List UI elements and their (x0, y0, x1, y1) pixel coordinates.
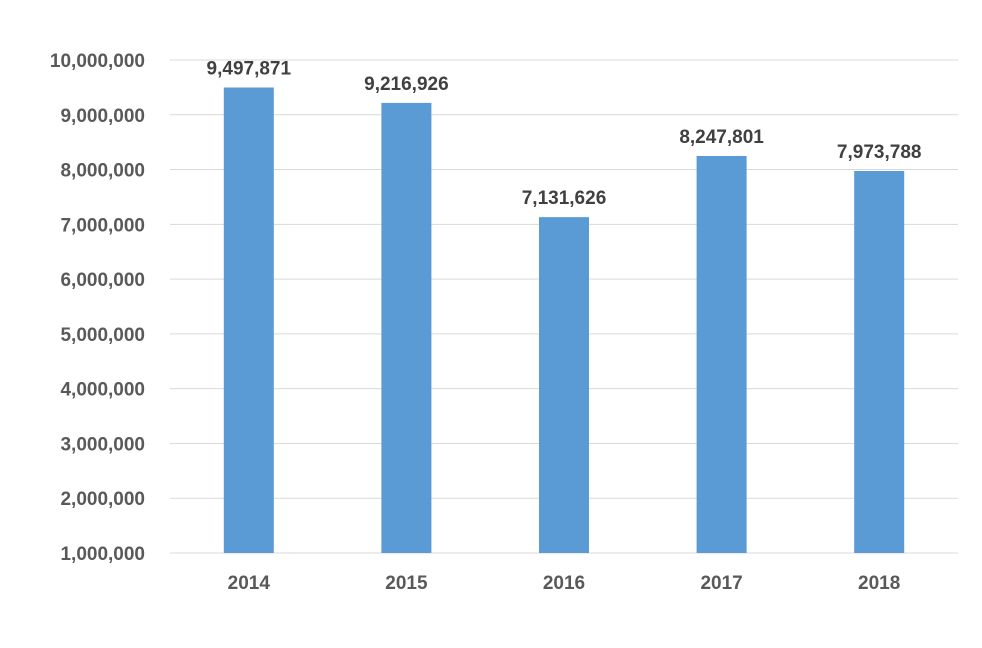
data-label: 8,247,801 (679, 127, 764, 148)
y-tick-label: 3,000,000 (60, 434, 145, 455)
data-labels: 9,497,871 9,216,926 7,131,626 8,247,801 7,97… (207, 59, 922, 210)
bars (223, 87, 905, 554)
x-axis-tick-labels: 2014 2015 2016 2017 2018 (228, 573, 901, 594)
y-tick-label: 7,000,000 (60, 215, 145, 236)
x-tick-label: 2016 (543, 573, 585, 594)
x-tick-label: 2018 (858, 573, 900, 594)
y-tick-label: 5,000,000 (60, 325, 145, 346)
data-label: 7,131,626 (522, 188, 607, 209)
y-tick-label: 2,000,000 (60, 489, 145, 510)
data-label: 7,973,788 (837, 142, 922, 163)
x-tick-label: 2015 (385, 573, 428, 594)
y-tick-label: 6,000,000 (60, 270, 145, 291)
bar (854, 170, 905, 553)
y-axis-tick-labels: 1,000,000 2,000,000 3,000,000 4,000,000 5,00… (50, 51, 145, 565)
bar (381, 102, 432, 553)
y-tick-label: 8,000,000 (60, 161, 145, 182)
bar (696, 155, 747, 553)
data-label: 9,497,871 (207, 59, 292, 80)
x-tick-label: 2017 (700, 573, 742, 594)
x-tick-label: 2014 (228, 573, 271, 594)
bar (223, 87, 274, 554)
y-tick-label: 1,000,000 (60, 544, 145, 565)
y-tick-label: 9,000,000 (60, 106, 145, 127)
bar (539, 217, 589, 553)
y-tick-label: 10,000,000 (50, 51, 145, 72)
data-label: 9,216,926 (364, 74, 449, 95)
y-tick-label: 4,000,000 (60, 380, 145, 401)
